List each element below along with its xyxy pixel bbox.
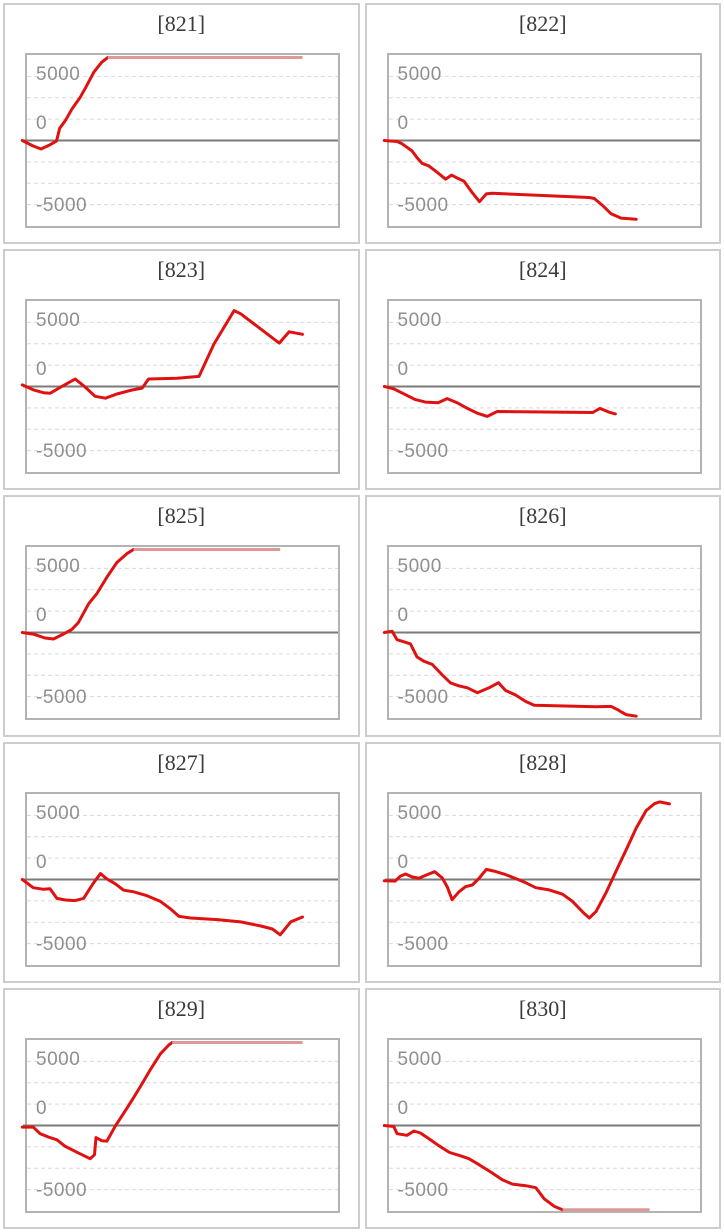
chart-title: [827] (157, 749, 206, 775)
y-tick-plus5000: 5000 (397, 64, 442, 85)
series-line (382, 1123, 564, 1212)
series-line (20, 548, 136, 641)
y-tick-plus5000: 5000 (397, 802, 442, 824)
chart-title: [824] (518, 257, 567, 283)
series-line (20, 1040, 174, 1160)
plot-area: 5000 0 -5000 (382, 1037, 702, 1213)
y-tick-plus5000: 5000 (36, 310, 81, 332)
plot-area: 5000 0 -5000 (382, 299, 702, 475)
slump-line-chart (382, 322, 700, 452)
slump-line-chart (20, 55, 338, 206)
series-line (382, 139, 638, 221)
chart-title: [830] (518, 995, 567, 1021)
chart-title: [822] (518, 11, 567, 36)
y-tick-plus5000: 5000 (36, 802, 81, 824)
y-tick-minus5000: -5000 (36, 441, 88, 463)
chart-cell-826: [826] 5000 0 -5000 (364, 495, 721, 737)
y-tick-plus5000: 5000 (397, 310, 442, 332)
y-tick-plus5000: 5000 (397, 1048, 442, 1070)
slump-line-chart (382, 75, 700, 221)
chart-title: [823] (157, 257, 206, 283)
chart-cell-828: [828] 5000 0 -5000 (364, 741, 721, 983)
y-tick-minus5000: -5000 (397, 687, 449, 709)
chart-title: [828] (518, 749, 567, 775)
y-tick-minus5000: -5000 (397, 1179, 449, 1201)
y-tick-zero: 0 (397, 113, 409, 134)
y-tick-zero: 0 (36, 605, 48, 627)
y-tick-zero: 0 (397, 1097, 409, 1119)
y-tick-minus5000: -5000 (36, 1179, 88, 1201)
series-line (382, 630, 638, 719)
slump-line-chart (382, 1060, 700, 1212)
y-tick-plus5000: 5000 (36, 1048, 81, 1070)
plot-area: 5000 0 -5000 (20, 545, 340, 721)
chart-title: [829] (157, 995, 206, 1021)
slump-line-chart (20, 309, 338, 452)
slump-line-chart (20, 548, 338, 698)
series-line (382, 385, 617, 419)
chart-title: [821] (157, 11, 206, 36)
y-tick-minus5000: -5000 (36, 933, 88, 955)
y-tick-zero: 0 (397, 851, 409, 873)
series-line (20, 309, 304, 400)
chart-cell-822: [822] 5000 0 -5000 (364, 3, 721, 245)
chart-cell-824: [824] 5000 0 -5000 (364, 249, 721, 491)
plot-area: 5000 0 -5000 (382, 791, 702, 967)
chart-cell-825: [825] 5000 0 -5000 (3, 495, 360, 737)
series-line (382, 799, 671, 920)
y-tick-plus5000: 5000 (397, 556, 442, 578)
plot-area: 5000 0 -5000 (20, 1037, 340, 1213)
series-line (20, 55, 110, 151)
series-line (20, 871, 304, 936)
plot-area: 5000 0 -5000 (20, 299, 340, 475)
y-tick-minus5000: -5000 (397, 441, 449, 463)
slump-line-chart (20, 1040, 338, 1190)
slump-line-chart (20, 814, 338, 944)
y-tick-zero: 0 (36, 359, 48, 381)
y-tick-plus5000: 5000 (36, 556, 81, 578)
chart-cell-823: [823] 5000 0 -5000 (3, 249, 360, 491)
y-tick-zero: 0 (36, 1097, 48, 1119)
y-tick-zero: 0 (397, 605, 409, 627)
chart-cell-821: [821] 5000 0 -5000 (3, 3, 360, 245)
y-tick-zero: 0 (36, 113, 48, 134)
chart-cell-827: [827] 5000 0 -5000 (3, 741, 360, 983)
chart-cell-829: [829] 5000 0 -5000 (3, 987, 360, 1229)
y-tick-minus5000: -5000 (397, 933, 449, 955)
chart-title: [825] (157, 503, 206, 529)
slump-line-chart (382, 568, 700, 719)
y-tick-minus5000: -5000 (36, 195, 88, 216)
plot-area: 5000 0 -5000 (382, 53, 702, 228)
plot-area: 5000 0 -5000 (20, 53, 340, 228)
slump-line-chart (382, 799, 700, 944)
y-tick-zero: 0 (36, 851, 48, 873)
y-tick-plus5000: 5000 (36, 64, 81, 85)
y-tick-zero: 0 (397, 359, 409, 381)
y-tick-minus5000: -5000 (36, 687, 88, 709)
chart-title: [826] (518, 503, 567, 529)
plot-area: 5000 0 -5000 (382, 545, 702, 721)
chart-cell-830: [830] 5000 0 -5000 (364, 987, 721, 1229)
y-tick-minus5000: -5000 (397, 195, 449, 216)
plot-area: 5000 0 -5000 (20, 791, 340, 967)
